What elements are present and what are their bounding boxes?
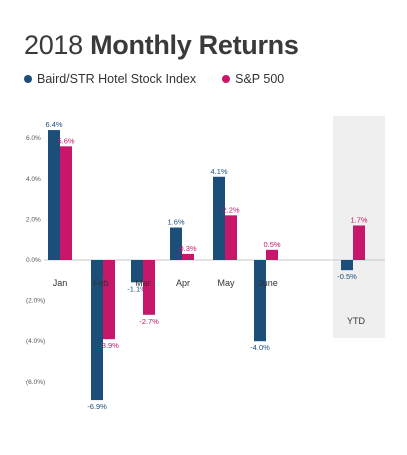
data-label: 0.5% (263, 240, 280, 249)
title-year: 2018 (24, 30, 83, 60)
y-tick-label: 0.0% (26, 257, 41, 264)
data-label: -1.1% (127, 284, 147, 293)
legend-item-sp500: S&P 500 (222, 72, 284, 86)
data-label: 6.4% (45, 120, 62, 129)
category-label: Jan (53, 278, 68, 288)
legend: Baird/STR Hotel Stock Index S&P 500 (24, 72, 310, 86)
bar-baird (341, 260, 353, 271)
data-label: -4.0% (250, 343, 270, 352)
legend-label-baird: Baird/STR Hotel Stock Index (37, 72, 197, 86)
legend-item-baird: Baird/STR Hotel Stock Index (24, 72, 196, 86)
y-tick-label: 6.0% (26, 135, 41, 142)
legend-swatch-baird (24, 75, 32, 83)
category-label: YTD (347, 316, 366, 326)
bar-sp500 (143, 260, 155, 315)
y-tick-label: (6.0%) (26, 379, 45, 386)
bar-sp500 (60, 146, 72, 260)
data-label: 1.6% (167, 218, 184, 227)
bar-sp500 (266, 249, 278, 260)
y-tick-label: 4.0% (26, 176, 41, 183)
y-tick-label: (2.0%) (26, 298, 45, 305)
data-label: -2.7% (139, 317, 159, 326)
category-label: Apr (176, 278, 190, 288)
bar-baird (131, 260, 143, 283)
bar-baird (170, 227, 182, 260)
bar-sp500 (103, 260, 115, 340)
chart-title: 2018 Monthly Returns (24, 30, 299, 61)
bar-baird (48, 130, 60, 260)
legend-label-sp500: S&P 500 (235, 72, 285, 86)
bar-baird (254, 260, 266, 342)
data-label: 1.7% (350, 215, 367, 224)
title-main: Monthly Returns (90, 30, 299, 60)
y-tick-label: (4.0%) (26, 338, 45, 345)
data-label: -6.9% (87, 402, 107, 411)
bar-sp500 (182, 253, 194, 260)
category-label: May (217, 278, 235, 288)
category-label: Feb (93, 278, 109, 288)
data-label: 4.1% (210, 167, 227, 176)
data-label: 2.2% (222, 205, 239, 214)
category-label: June (258, 278, 278, 288)
bar-baird (91, 260, 103, 401)
category-label: Mar (135, 278, 151, 288)
legend-swatch-sp500 (222, 75, 231, 83)
data-label: -3.9% (99, 341, 119, 350)
data-label: 0.3% (179, 244, 196, 253)
bar-baird (213, 176, 225, 260)
data-label: 5.6% (57, 136, 74, 145)
y-tick-label: 2.0% (26, 216, 41, 223)
bar-sp500 (225, 215, 237, 260)
data-label: -0.5% (337, 272, 357, 281)
bar-sp500 (353, 225, 365, 260)
